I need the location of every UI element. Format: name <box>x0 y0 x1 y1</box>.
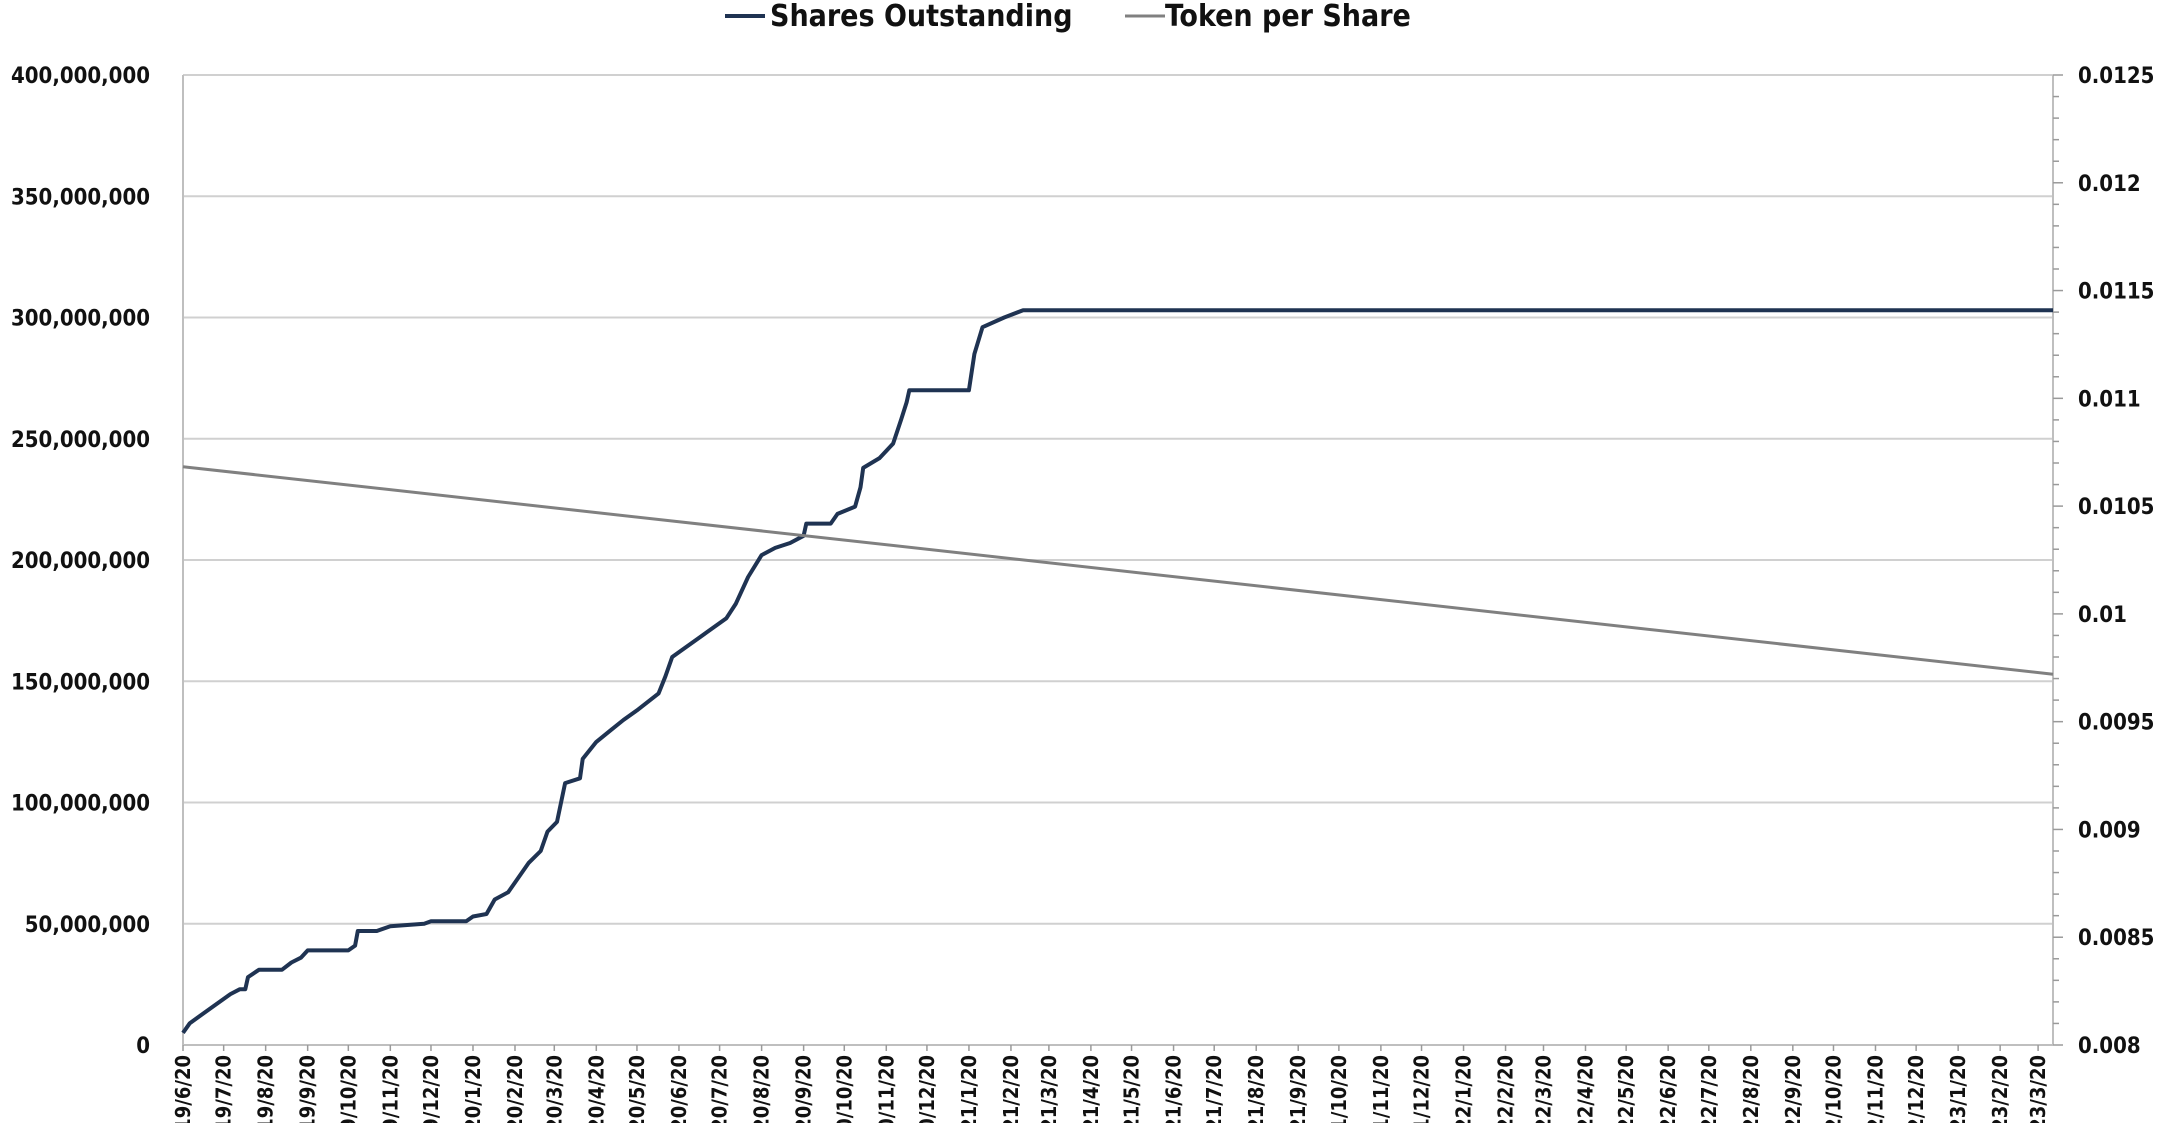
x-tick-label: 2019/8/20 <box>254 1055 278 1123</box>
y-right-tick-label: 0.01 <box>2078 603 2127 628</box>
y-axis-right: 0.008 0.0085 0.009 0.0095 0.01 0.0105 0.011 0.0… <box>2052 64 2154 1059</box>
x-tick-label: 2020/6/20 <box>667 1055 691 1123</box>
x-tick-label: 2022/2/20 <box>1494 1055 1518 1123</box>
plot-area <box>181 308 2054 1035</box>
x-tick-label: 2020/12/20 <box>915 1055 939 1123</box>
y-axis-left: 0 50,000,000 100,000,000 150,000,000 200,000… <box>11 64 184 1059</box>
x-tick-label: 2019/10/20 <box>336 1055 360 1123</box>
series-line-shares-outstanding <box>181 308 2053 1035</box>
y-left-tick-label: 200,000,000 <box>11 549 150 574</box>
legend: Shares Outstanding Token per Share <box>725 0 1411 34</box>
x-tick-label: 2021/5/20 <box>1120 1055 1144 1123</box>
x-tick-label: 2020/10/20 <box>832 1055 856 1123</box>
x-tick-label: 2022/12/20 <box>1904 1055 1928 1123</box>
y-left-tick-label: 0 <box>136 1034 150 1059</box>
y-right-tick-label: 0.0115 <box>2078 280 2154 305</box>
x-tick-label: 2022/6/20 <box>1656 1055 1680 1123</box>
x-tick-label: 2021/12/20 <box>1410 1055 1434 1123</box>
x-tick-label: 2022/9/20 <box>1781 1055 1805 1123</box>
y-left-tick-label: 100,000,000 <box>11 792 150 817</box>
y-left-tick-label: 300,000,000 <box>11 307 150 332</box>
x-tick-label: 2021/3/20 <box>1037 1055 1061 1123</box>
x-tick-label: 2020/2/20 <box>503 1055 527 1123</box>
y-right-tick-label: 0.0085 <box>2078 926 2154 951</box>
x-tick-label: 2021/4/20 <box>1079 1055 1103 1123</box>
series-line-token-per-share <box>182 465 2054 676</box>
x-tick-label: 2022/4/20 <box>1574 1055 1598 1123</box>
legend-label-shares-outstanding: Shares Outstanding <box>770 0 1073 34</box>
x-tick-label: 2021/8/20 <box>1244 1055 1268 1123</box>
legend-label-token-per-share: Token per Share <box>1165 0 1411 34</box>
x-tick-label: 2020/7/20 <box>708 1055 732 1123</box>
x-tick-label: 2022/10/20 <box>1821 1055 1845 1123</box>
x-tick-label: 2020/4/20 <box>584 1055 608 1123</box>
y-left-tick-label: 350,000,000 <box>11 185 150 210</box>
x-tick-label: 2019/9/20 <box>296 1055 320 1123</box>
x-tick-label: 2022/7/20 <box>1697 1055 1721 1123</box>
y-right-tick-label: 0.0095 <box>2078 711 2154 736</box>
x-tick-label: 2019/6/20 <box>171 1055 195 1123</box>
x-tick-label: 2021/1/20 <box>957 1055 981 1123</box>
gridlines <box>183 74 2053 925</box>
y-right-tick-label: 0.009 <box>2078 818 2141 843</box>
y-left-tick-label: 400,000,000 <box>11 64 150 89</box>
x-tick-label: 2022/3/20 <box>1531 1055 1555 1123</box>
x-tick-label: 2021/7/20 <box>1202 1055 1226 1123</box>
x-tick-label: 2022/5/20 <box>1614 1055 1638 1123</box>
x-tick-label: 2021/9/20 <box>1286 1055 1310 1123</box>
x-tick-label: 2020/5/20 <box>625 1055 649 1123</box>
x-tick-label: 2021/2/20 <box>999 1055 1023 1123</box>
y-right-tick-label: 0.012 <box>2078 172 2141 197</box>
x-tick-label: 2022/11/20 <box>1863 1055 1887 1123</box>
x-axis: 2019/6/20 2019/7/20 2019/8/20 2019/9/20 2019… <box>171 1044 2053 1123</box>
x-tick-label: 2023/3/20 <box>2026 1055 2050 1123</box>
x-tick-label: 2020/9/20 <box>792 1055 816 1123</box>
x-tick-label: 2022/1/20 <box>1452 1055 1476 1123</box>
y-right-tick-label: 0.0105 <box>2078 495 2154 520</box>
x-tick-label: 2019/12/20 <box>419 1055 443 1123</box>
x-tick-label: 2019/11/20 <box>378 1055 402 1123</box>
x-tick-label: 2020/3/20 <box>542 1055 566 1123</box>
y-right-tick-label: 0.0125 <box>2078 64 2154 89</box>
x-tick-label: 2021/11/20 <box>1369 1055 1393 1123</box>
x-tick-label: 2023/2/20 <box>1988 1055 2012 1123</box>
y-left-tick-label: 50,000,000 <box>25 913 150 938</box>
x-tick-label: 2020/1/20 <box>461 1055 485 1123</box>
x-tick-label: 2023/1/20 <box>1946 1055 1970 1123</box>
x-tick-label: 2020/11/20 <box>874 1055 898 1123</box>
x-tick-label: 2019/7/20 <box>212 1055 236 1123</box>
x-tick-label: 2021/6/20 <box>1162 1055 1186 1123</box>
x-tick-label: 2021/10/20 <box>1327 1055 1351 1123</box>
x-tick-label: 2020/8/20 <box>750 1055 774 1123</box>
y-right-tick-label: 0.011 <box>2078 387 2141 412</box>
y-left-tick-label: 150,000,000 <box>11 670 150 695</box>
y-right-tick-label: 0.008 <box>2078 1034 2141 1059</box>
y-left-tick-label: 250,000,000 <box>11 428 150 453</box>
x-tick-label: 2022/8/20 <box>1739 1055 1763 1123</box>
